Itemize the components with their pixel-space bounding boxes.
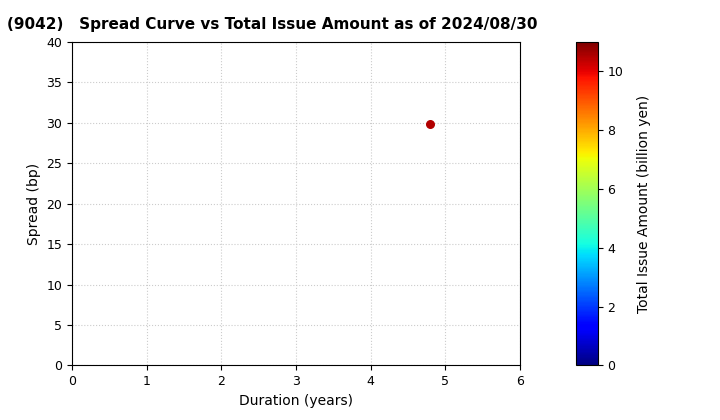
Y-axis label: Total Issue Amount (billion yen): Total Issue Amount (billion yen) [637,94,651,313]
Point [425,121,436,128]
X-axis label: Duration (years): Duration (years) [239,394,353,408]
Y-axis label: Spread (bp): Spread (bp) [27,163,41,245]
Text: (9042)   Spread Curve vs Total Issue Amount as of 2024/08/30: (9042) Spread Curve vs Total Issue Amoun… [7,17,538,32]
